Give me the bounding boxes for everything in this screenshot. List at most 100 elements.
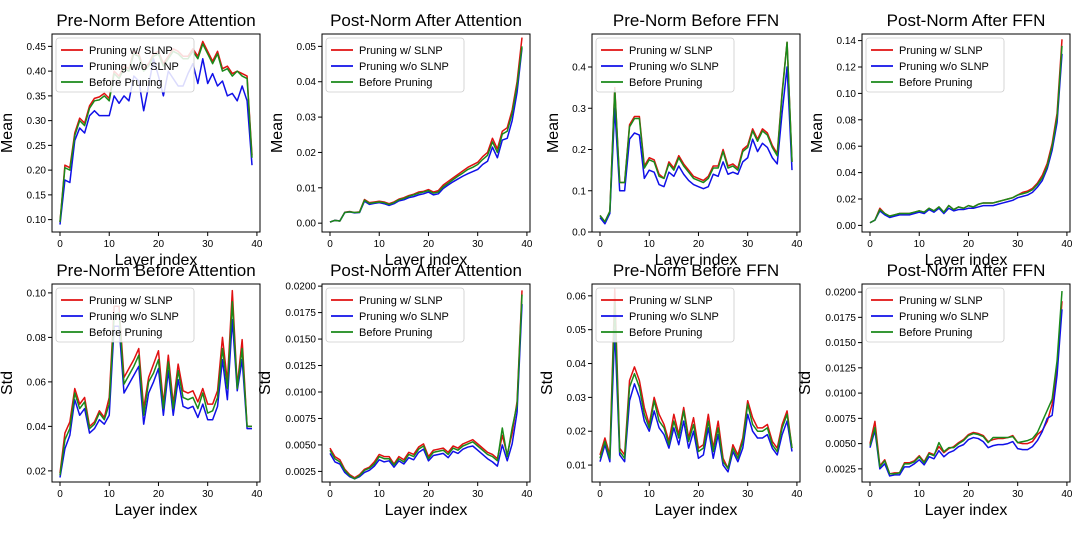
y-tick-label: 0.0100 [285, 388, 316, 399]
y-tick-label: 0.1 [572, 186, 586, 197]
legend-label: Pruning w/o SLNP [89, 311, 179, 323]
y-tick-label: 0.0150 [285, 335, 316, 346]
x-tick-label: 0 [597, 239, 603, 250]
x-axis-label: Layer index [925, 502, 1008, 519]
x-tick-label: 10 [104, 489, 116, 500]
x-tick-label: 40 [1061, 489, 1073, 500]
series-line-2 [59, 318, 252, 478]
legend-label: Before Pruning [89, 77, 162, 89]
x-tick-label: 0 [867, 239, 873, 250]
x-tick-label: 40 [251, 239, 263, 250]
axes-frame [861, 283, 1071, 483]
y-tick-label: 0.12 [837, 63, 857, 74]
legend-label: Pruning w/o SLNP [629, 311, 719, 323]
axes-frame [321, 283, 531, 483]
legend-label: Pruning w/ SLNP [899, 295, 983, 307]
x-axis-label: Layer index [385, 502, 468, 519]
legend-label: Pruning w/ SLNP [359, 45, 443, 57]
legend-label: Before Pruning [359, 327, 432, 339]
x-axis-label: Layer index [385, 252, 468, 269]
y-tick-label: 0.0075 [285, 414, 316, 425]
legend-label: Pruning w/ SLNP [89, 295, 173, 307]
x-tick-label: 0 [57, 489, 63, 500]
y-tick-label: 0.0200 [285, 282, 316, 293]
x-tick-label: 40 [791, 489, 803, 500]
x-tick-label: 20 [693, 239, 705, 250]
x-tick-label: 40 [521, 239, 533, 250]
y-tick-label: 0.14 [837, 36, 857, 47]
x-tick-label: 40 [251, 489, 263, 500]
x-tick-label: 30 [472, 239, 484, 250]
y-tick-label: 0.02 [837, 195, 857, 206]
y-tick-label: 0.0075 [825, 414, 856, 425]
y-tick-label: 0.04 [297, 77, 317, 88]
x-tick-label: 30 [742, 239, 754, 250]
x-axis-label: Layer index [115, 252, 198, 269]
y-tick-label: 0.05 [567, 325, 587, 336]
y-tick-label: 0.0100 [825, 389, 856, 400]
series-group [59, 289, 252, 478]
legend-label: Pruning w/ SLNP [899, 45, 983, 57]
subplot-title: Post-Norm After Attention [330, 261, 522, 280]
series-group [329, 290, 523, 480]
legend-label: Pruning w/o SLNP [359, 61, 449, 73]
y-tick-label: 0.0125 [825, 363, 856, 374]
y-tick-label: 0.0050 [285, 440, 316, 451]
y-tick-label: 0.0175 [285, 308, 316, 319]
x-tick-label: 0 [327, 489, 333, 500]
series-line-3 [869, 45, 1063, 224]
y-tick-label: 0.4 [572, 63, 586, 74]
x-tick-label: 30 [202, 239, 214, 250]
legend: Pruning w/ SLNP Pruning w/o SLNP Before Pr… [55, 37, 195, 93]
series-line-2 [869, 53, 1063, 224]
x-tick-label: 40 [1061, 239, 1073, 250]
subplot-title: Pre-Norm Before FFN [613, 11, 779, 30]
series-line-3 [59, 301, 252, 476]
legend-box [865, 287, 1005, 343]
legend-label: Before Pruning [359, 77, 432, 89]
subplot-7: Pre-Norm Before FFN 0 10 20 30 40 0.01 0.02 0.03… [539, 261, 803, 519]
legend: Pruning w/ SLNP Pruning w/o SLNP Before Pr… [595, 37, 735, 93]
x-tick-label: 10 [914, 489, 926, 500]
x-tick-label: 0 [867, 489, 873, 500]
x-tick-label: 40 [791, 239, 803, 250]
y-tick-label: 0.10 [27, 215, 47, 226]
x-axis-label: Layer index [925, 252, 1008, 269]
subplot-3: Pre-Norm Before FFN 0 10 20 30 40 0.0 0.1 0.2 0.3… [545, 11, 803, 269]
y-tick-label: 0.06 [567, 291, 587, 302]
x-tick-label: 30 [1012, 239, 1024, 250]
axes-frame [51, 33, 261, 233]
x-tick-label: 20 [153, 239, 165, 250]
legend-label: Before Pruning [899, 77, 972, 89]
y-tick-label: 0.0 [572, 228, 586, 239]
y-axis-label: Std [257, 371, 274, 395]
y-tick-label: 0.0150 [825, 338, 856, 349]
y-tick-label: 0.03 [297, 113, 317, 124]
legend-box [325, 37, 465, 93]
y-tick-label: 0.35 [27, 91, 47, 102]
series-group [329, 37, 523, 223]
y-tick-label: 0.06 [27, 377, 47, 388]
subplot-6: Post-Norm After Attention 0 10 20 30 40 0.0025… [257, 261, 533, 519]
y-axis-label: Mean [809, 113, 826, 153]
y-axis-label: Std [539, 371, 556, 395]
series-line-3 [329, 46, 523, 223]
y-tick-label: 0.02 [567, 427, 587, 438]
y-axis-label: Mean [0, 113, 16, 153]
y-tick-label: 0.10 [27, 288, 47, 299]
subplot-1: Pre-Norm Before Attention 0 10 20 30 40 0.10 0.… [0, 11, 263, 269]
x-tick-label: 10 [104, 239, 116, 250]
y-axis-label: Mean [545, 113, 562, 153]
subplot-4: Post-Norm After FFN 0 10 20 30 40 0.00 0.02 0.04… [809, 11, 1073, 269]
y-tick-label: 0.00 [837, 221, 857, 232]
series-group [869, 291, 1063, 477]
x-tick-label: 20 [963, 239, 975, 250]
series-line-3 [599, 41, 793, 223]
y-tick-label: 0.04 [837, 168, 857, 179]
subplot-title: Post-Norm After Attention [330, 11, 522, 30]
y-tick-label: 0.0175 [825, 313, 856, 324]
y-tick-label: 0.0125 [285, 361, 316, 372]
legend-label: Before Pruning [899, 327, 972, 339]
subplot-title: Pre-Norm Before Attention [56, 261, 255, 280]
legend-label: Pruning w/o SLNP [899, 311, 989, 323]
